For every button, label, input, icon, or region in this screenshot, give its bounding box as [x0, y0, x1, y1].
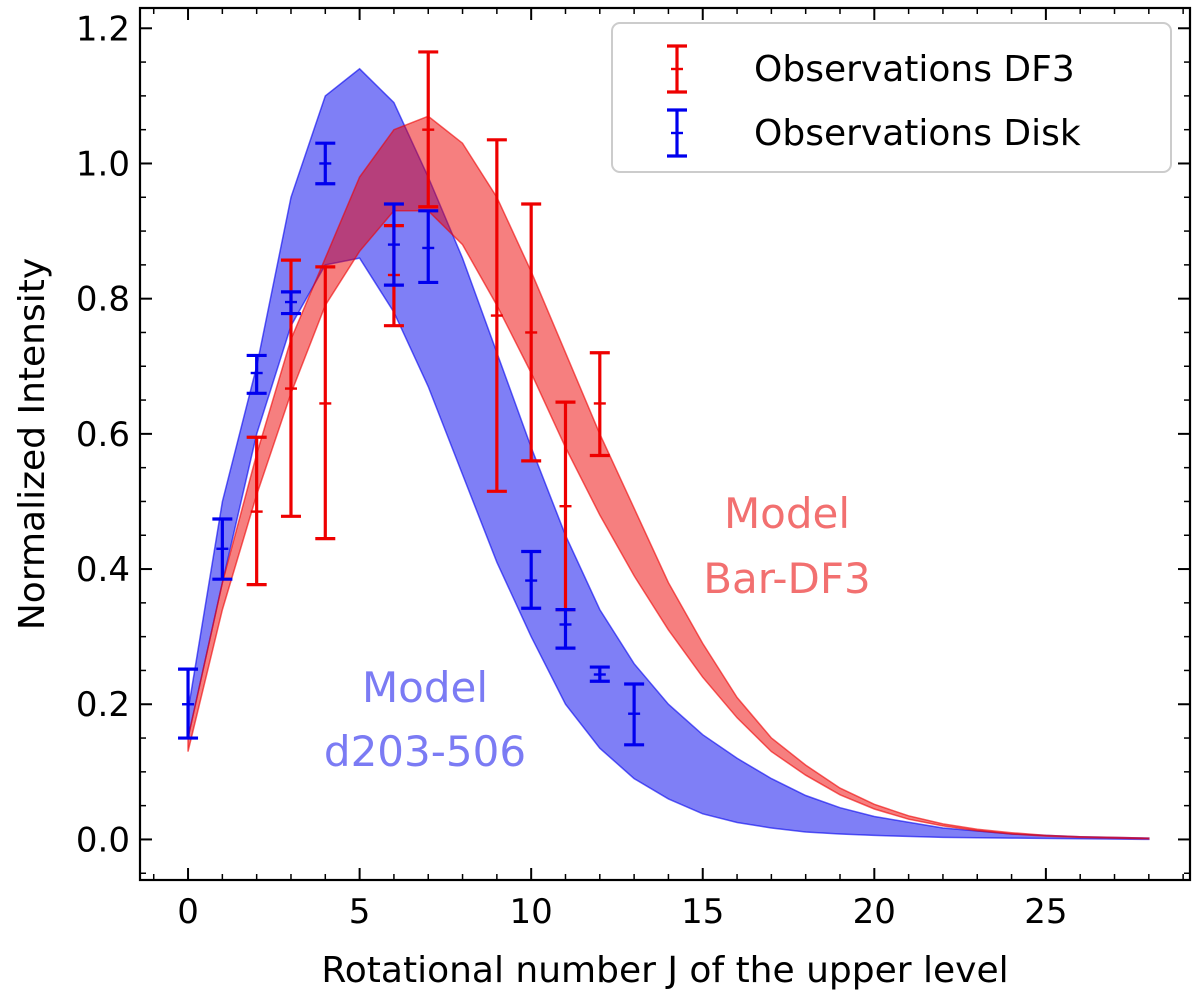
x-tick-label: 15 [681, 892, 724, 932]
y-axis-label: Normalized Intensity [12, 258, 53, 630]
errorbar-disk [280, 290, 301, 316]
legend-entry-df3: Observations DF3 [754, 49, 1075, 90]
band-label-bar-df3-line2: Bar-DF3 [703, 554, 871, 603]
errorbar-disk [624, 682, 645, 747]
x-tick-label: 25 [1024, 892, 1067, 932]
errorbar-df3 [521, 202, 542, 463]
errorbar-disk [178, 667, 199, 740]
errorbar-disk [315, 141, 336, 186]
legend-marker-df3 [667, 44, 687, 94]
plot-frame [138, 6, 1192, 882]
x-tick-label: 5 [349, 892, 371, 932]
axes [138, 6, 1192, 882]
ticks: 0 5 10 15 20 25 0.0 0.2 0.4 0.6 0.8 1.0 1.2 [76, 8, 1190, 932]
legend-box [611, 22, 1172, 173]
y-tick-label: 1.2 [76, 9, 130, 49]
y-tick-label: 0.2 [76, 685, 130, 725]
y-tick-label: 0.8 [76, 280, 130, 320]
errorbar-df3 [246, 435, 267, 587]
legend: Observations DF3 Observations Disk [611, 22, 1172, 173]
y-tick-label: 0.6 [76, 415, 130, 455]
errorbar-df3 [589, 351, 610, 458]
band-label-d203-506-line1: Model [362, 663, 488, 712]
errorbar-df3 [418, 50, 439, 209]
errorbar-disk [521, 549, 542, 610]
band-labels: Model d203-506 Model Bar-DF3 [324, 489, 871, 776]
x-tick-label: 0 [177, 892, 199, 932]
band-bar-df3 [187, 115, 1150, 840]
errorbar-disk [589, 665, 610, 683]
errorbar-disk [212, 517, 233, 581]
y-tick-label: 0.4 [76, 550, 130, 590]
y-tick-label: 0.0 [76, 820, 130, 860]
band-label-bar-df3-line1: Model [724, 489, 850, 538]
errorbar-disk [555, 608, 576, 650]
band-label-d203-506-line2: d203-506 [324, 727, 526, 776]
errorbar-disk [246, 353, 267, 395]
observation-errorbars [178, 50, 645, 747]
x-tick-label: 10 [510, 892, 553, 932]
legend-marker-disk [667, 108, 687, 158]
errorbar-disk [418, 209, 439, 285]
errorbar-df3 [315, 265, 336, 541]
y-tick-label: 1.0 [76, 144, 130, 184]
errorbar-df3 [486, 138, 507, 493]
x-tick-label: 20 [853, 892, 896, 932]
x-axis-label: Rotational number J of the upper level [321, 950, 1008, 991]
errorbar-disk [383, 202, 404, 287]
legend-entry-disk: Observations Disk [754, 113, 1081, 154]
